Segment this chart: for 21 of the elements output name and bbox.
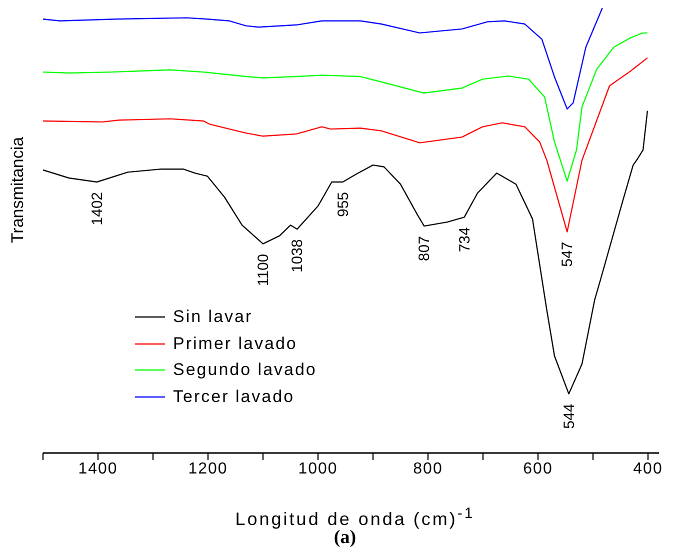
annotation: 807 [416,236,434,262]
text: (a) [334,527,356,549]
annotation: 544 [560,404,578,429]
legend-label: Segundo lavado [173,360,317,380]
annotation: 1402 [88,192,106,226]
x-axis-title: Longitud de onda (cm)$^{-1}$ [235,505,475,530]
x-tick-label: 400 [633,460,663,478]
x-tick-label: 600 [523,460,553,478]
x-tick-label: 1200 [188,460,228,478]
annotation: 734 [456,227,474,252]
annotation: 1038 [289,239,306,273]
annotation: 1100 [255,254,272,286]
annotation: 955 [334,192,352,218]
annotation: 547 [559,242,576,267]
legend-label: Sin lavar [173,307,253,328]
x-tick-label: 1000 [298,460,338,478]
legend-label: Tercer lavado [173,386,295,407]
x-tick-label: 1400 [78,460,118,478]
y-axis-title: Transmitancia [8,136,28,244]
x-tick-label: 800 [413,460,443,478]
legend-label: Primer lavado [173,334,298,354]
